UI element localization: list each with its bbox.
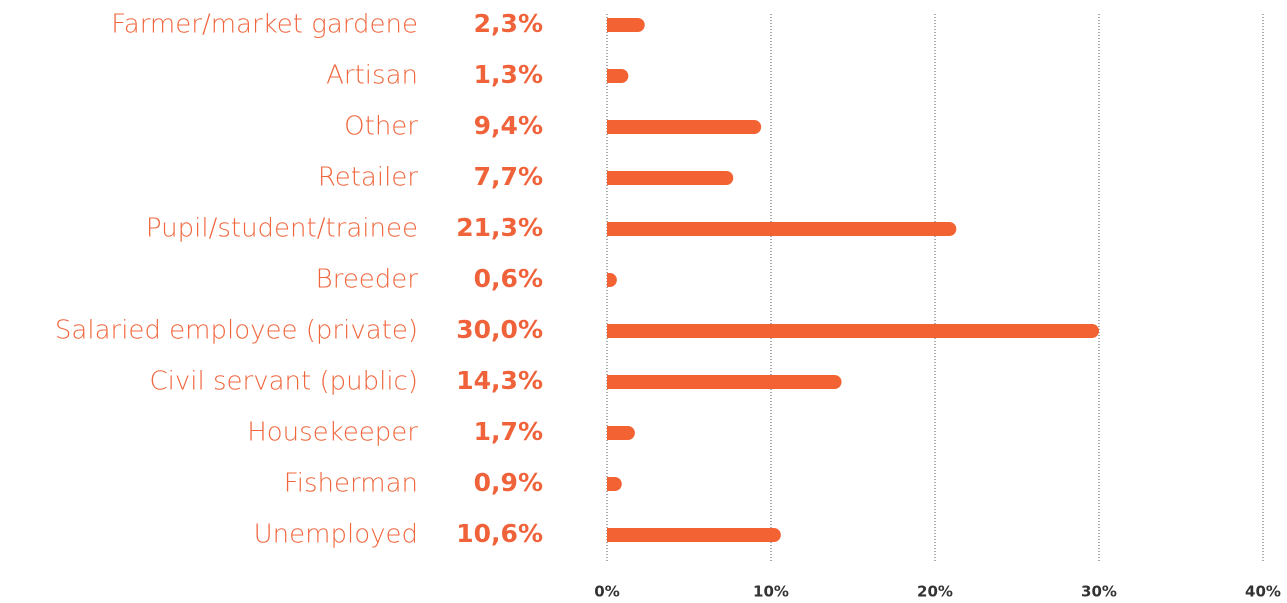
bar [607, 120, 762, 134]
category-label: Fisherman [284, 469, 418, 499]
bar [607, 426, 635, 440]
value-label: 1,3% [474, 60, 543, 89]
category-label: Housekeeper [247, 418, 418, 448]
x-tick-label: 20% [917, 583, 953, 601]
bar [607, 528, 781, 542]
bar [607, 375, 842, 389]
value-label: 14,3% [456, 366, 543, 395]
bar [607, 477, 622, 491]
category-label: Other [344, 112, 418, 142]
value-label: 9,4% [474, 111, 543, 140]
category-label: Pupil/student/trainee [146, 214, 418, 244]
value-label: 21,3% [456, 213, 543, 242]
category-label: Unemployed [254, 520, 418, 550]
bar [607, 69, 629, 83]
x-tick-label: 0% [594, 583, 619, 601]
x-tick-label: 40% [1245, 583, 1281, 601]
value-label: 7,7% [474, 162, 543, 191]
bar [607, 222, 957, 236]
value-label: 0,6% [474, 264, 543, 293]
value-label: 30,0% [456, 315, 543, 344]
bar [607, 171, 734, 185]
bar [607, 324, 1099, 338]
category-label: Civil servant (public) [150, 367, 418, 397]
value-label: 10,6% [456, 519, 543, 548]
category-label: Salaried employee (private) [55, 316, 418, 346]
category-label: Artisan [326, 61, 418, 91]
bar [607, 273, 617, 287]
value-label: 1,7% [474, 417, 543, 446]
category-label: Breeder [316, 265, 419, 295]
category-label: Farmer/market gardene [111, 10, 418, 40]
bar [607, 18, 645, 32]
x-tick-label: 30% [1081, 583, 1117, 601]
value-label: 0,9% [474, 468, 543, 497]
category-label: Retailer [318, 163, 418, 193]
x-tick-label: 10% [753, 583, 789, 601]
value-label: 2,3% [474, 9, 543, 38]
